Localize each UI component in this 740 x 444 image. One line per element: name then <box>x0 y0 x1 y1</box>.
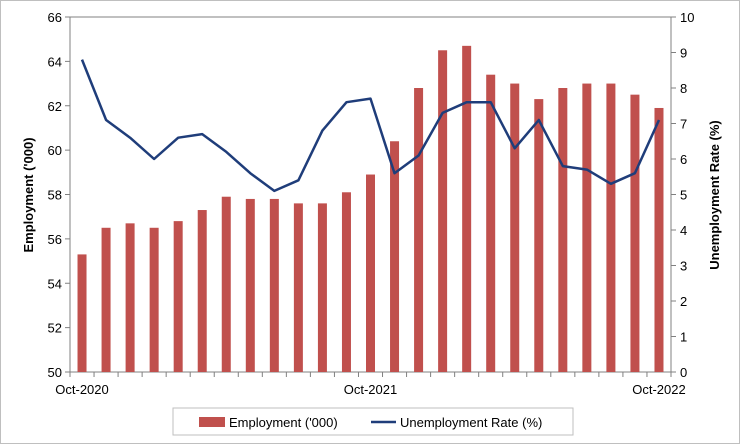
right-axis-tick-label: 8 <box>680 81 687 96</box>
employment-bar <box>197 210 207 372</box>
left-axis-tick-label: 64 <box>48 54 62 69</box>
right-axis-tick-label: 5 <box>680 188 687 203</box>
employment-bar <box>101 227 111 372</box>
left-y-axis: 50 52 54 56 58 60 62 64 66 <box>48 10 70 380</box>
right-axis-tick-label: 7 <box>680 117 687 132</box>
right-axis-tick-label: 2 <box>680 294 687 309</box>
left-axis-tick-label: 62 <box>48 99 62 114</box>
chart-legend: Employment ('000) Unemployment Rate (%) <box>172 407 574 436</box>
employment-bar <box>293 203 303 372</box>
employment-bar <box>486 74 496 372</box>
employment-bar <box>510 83 520 372</box>
x-axis-tick-label: Oct-2020 <box>55 382 108 397</box>
legend-employment-label: Employment ('000) <box>229 415 338 430</box>
left-axis-tick-label: 52 <box>48 321 62 336</box>
x-axis-tick-label: Oct-2021 <box>344 382 397 397</box>
right-y-axis: 0 1 2 3 4 5 6 7 8 9 10 <box>671 10 694 380</box>
left-axis-tick-label: 56 <box>48 232 62 247</box>
employment-bar <box>462 45 472 372</box>
right-axis-tick-label: 3 <box>680 259 687 274</box>
employment-bar <box>77 254 87 372</box>
employment-bar <box>438 50 448 372</box>
right-axis-tick-label: 10 <box>680 10 694 25</box>
legend-unemployment-label: Unemployment Rate (%) <box>400 415 542 430</box>
unemployment-line <box>80 59 661 193</box>
right-axis-tick-label: 9 <box>680 46 687 61</box>
x-axis-tick-label: Oct-2022 <box>632 382 685 397</box>
left-axis-tick-label: 58 <box>48 188 62 203</box>
employment-bar <box>654 107 664 372</box>
left-axis-title: Employment ('000) <box>21 137 36 252</box>
left-axis-tick-label: 50 <box>48 365 62 380</box>
employment-bars <box>77 45 664 372</box>
employment-bar <box>341 192 351 372</box>
employment-bar <box>390 141 400 372</box>
employment-bar <box>582 83 592 372</box>
employment-bar <box>630 94 640 372</box>
right-axis-title: Unemployment Rate (%) <box>707 120 722 270</box>
employment-bar <box>173 221 183 372</box>
employment-bar <box>534 99 544 372</box>
legend-box <box>172 407 574 436</box>
right-axis-tick-label: 1 <box>680 330 687 345</box>
employment-bar <box>269 198 279 372</box>
legend-employment-swatch <box>199 417 225 427</box>
right-axis-tick-label: 6 <box>680 152 687 167</box>
employment-bar <box>414 88 424 372</box>
left-axis-tick-label: 66 <box>48 10 62 25</box>
left-axis-tick-label: 54 <box>48 276 62 291</box>
employment-bar <box>366 174 375 372</box>
employment-bar <box>221 196 231 372</box>
employment-bar <box>317 203 327 372</box>
employment-bar <box>245 198 255 372</box>
employment-bar <box>149 227 159 372</box>
x-axis: Oct-2020 Oct-2021 Oct-2022 <box>55 372 686 397</box>
employment-bar <box>558 88 568 372</box>
unemployment-line-group <box>80 59 661 193</box>
employment-bar <box>125 223 135 372</box>
employment-bar <box>606 83 616 372</box>
left-axis-tick-label: 60 <box>48 143 62 158</box>
right-axis-tick-label: 4 <box>680 223 687 238</box>
right-axis-tick-label: 0 <box>680 365 687 380</box>
